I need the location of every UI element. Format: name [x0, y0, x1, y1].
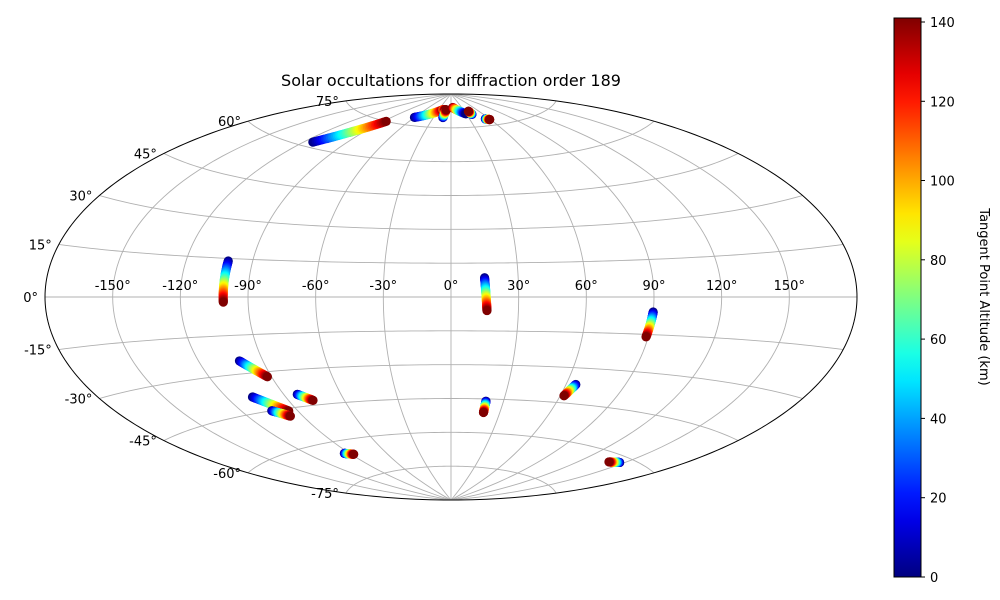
occultation-track	[559, 379, 581, 401]
occultation-track	[247, 392, 294, 416]
y-tick-label: -15°	[24, 344, 52, 359]
colorbar-ticks: 0 20 40 60 80 100 120 140	[921, 16, 955, 586]
parallel-gridline	[58, 244, 844, 264]
occultation-track	[267, 406, 295, 421]
y-tick-label: -75°	[311, 487, 339, 502]
parallel-gridline	[247, 431, 655, 474]
colorbar-tick-label: 20	[930, 492, 947, 507]
y-tick-label: 0°	[23, 291, 38, 306]
y-tick-label: 15°	[29, 239, 52, 254]
parallel-gridline	[99, 195, 803, 230]
x-tick-label: -60°	[302, 279, 330, 294]
parallel-gridline	[58, 330, 844, 350]
x-tick-labels: -150° -120° -90° -60° -30° 0° 30° 60° 90° 120° 150…	[95, 279, 805, 294]
x-tick-label: -90°	[234, 279, 262, 294]
data-point	[218, 297, 228, 307]
occultation-track	[339, 448, 359, 459]
x-tick-label: 60°	[575, 279, 598, 294]
grid	[45, 93, 857, 501]
x-tick-label: -120°	[162, 279, 198, 294]
data-point	[485, 114, 495, 125]
colorbar-label: Tangent Point Altitude (km)	[976, 207, 991, 385]
occultation-track	[234, 356, 273, 382]
colorbar-tick-label: 40	[930, 412, 947, 427]
data-point	[641, 332, 651, 342]
parallel-gridline	[345, 100, 557, 129]
y-tick-label: -60°	[213, 467, 241, 482]
data-tracks	[218, 102, 658, 468]
x-tick-label: -150°	[95, 279, 131, 294]
y-tick-label: 75°	[316, 95, 339, 110]
occultation-track	[308, 116, 391, 147]
y-tick-label: 60°	[218, 115, 241, 130]
colorbar-tick-label: 0	[930, 571, 938, 586]
y-tick-labels: 75° 60° 45° 30° 15° 0° -15° -30° -45° -60° -75°	[23, 95, 339, 502]
parallel-gridline	[345, 465, 557, 494]
y-tick-label: -45°	[129, 435, 157, 450]
data-point	[381, 116, 391, 126]
occultation-track	[604, 457, 625, 468]
data-point	[482, 305, 492, 316]
occultation-track	[438, 105, 451, 123]
x-tick-label: 150°	[774, 279, 805, 294]
colorbar-tick-label: 60	[930, 333, 947, 348]
data-point	[262, 372, 273, 382]
occultation-track	[292, 389, 318, 405]
plot-area: -150° -120° -90° -60° -30° 0° 30° 60° 90° 120° 150…	[23, 93, 858, 502]
colorbar-tick-label: 140	[930, 16, 955, 31]
x-tick-label: 30°	[507, 279, 530, 294]
data-point	[478, 407, 489, 418]
occultation-track	[463, 106, 477, 120]
y-tick-label: 30°	[69, 190, 92, 205]
colorbar-gradient	[893, 17, 922, 578]
y-tick-label: 45°	[134, 148, 157, 163]
x-tick-label: 90°	[642, 279, 665, 294]
data-point	[285, 411, 295, 421]
data-point	[463, 106, 474, 116]
occultation-track	[478, 396, 491, 418]
parallel-gridline	[163, 398, 739, 441]
occultation-track	[641, 307, 658, 342]
occultation-track	[479, 273, 492, 316]
occultation-track	[480, 114, 495, 125]
chart-title: Solar occultations for diffraction order…	[281, 71, 621, 90]
data-point	[604, 457, 614, 467]
y-tick-label: -30°	[65, 393, 93, 408]
x-tick-label: 120°	[706, 279, 737, 294]
parallel-gridline	[247, 120, 655, 163]
colorbar: 0 20 40 60 80 100 120 140 Tangent Point Altitud…	[893, 16, 991, 586]
parallel-gridline	[163, 153, 739, 196]
colorbar-tick-label: 100	[930, 175, 955, 190]
x-tick-label: -30°	[369, 279, 397, 294]
x-tick-label: 0°	[444, 279, 459, 294]
occultation-track	[409, 104, 448, 122]
occultation-track	[218, 256, 233, 307]
map-outline	[44, 93, 858, 501]
data-point	[349, 449, 359, 459]
colorbar-tick-label: 80	[930, 254, 947, 269]
colorbar-tick-label: 120	[930, 95, 955, 110]
parallel-gridline	[99, 364, 803, 399]
data-point	[308, 395, 318, 405]
data-point	[559, 391, 569, 401]
